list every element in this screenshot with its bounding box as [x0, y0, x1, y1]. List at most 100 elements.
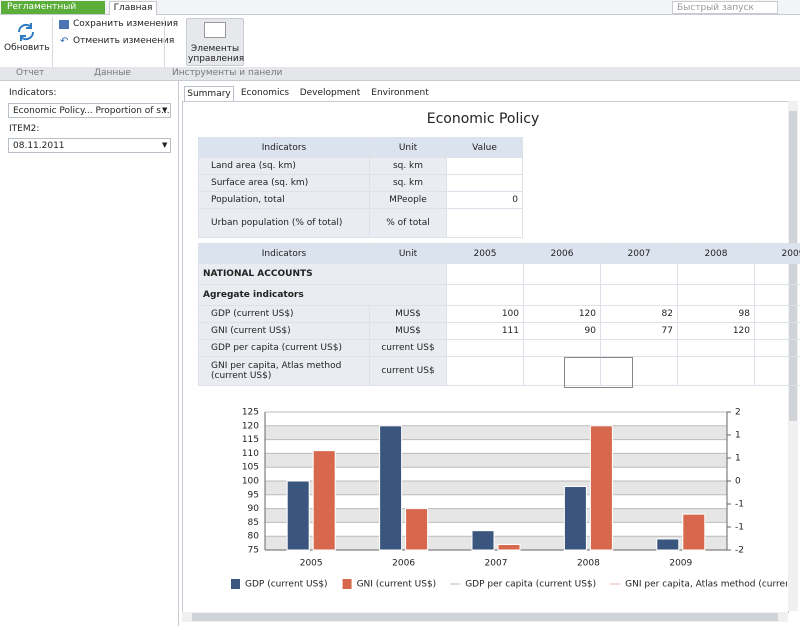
cell: sq. km [370, 175, 447, 192]
header-cell: Indicators [199, 138, 370, 158]
bar [313, 451, 335, 550]
cell: 82 [601, 306, 678, 323]
y-tick-label: 80 [248, 532, 260, 542]
table: IndicatorsUnitValueLand area (sq. km)sq.… [198, 137, 523, 238]
cell [601, 285, 678, 306]
row: GNI per capita, Atlas method (current US… [199, 357, 800, 386]
cell: NATIONAL ACCOUNTS [199, 264, 447, 285]
group-label: Инструменты и панели [172, 67, 282, 80]
row: GNI (current US$)MUS$111907712088 [199, 323, 800, 340]
cell: 111 [447, 323, 524, 340]
cell [447, 264, 524, 285]
row: Land area (sq. km)sq. km [199, 158, 523, 175]
y2-tick-label: 2 [735, 408, 741, 418]
cell: Urban population (% of total) [199, 209, 370, 238]
header-cell: 2006 [524, 244, 601, 264]
cell [447, 340, 524, 357]
cell [447, 175, 523, 192]
cancel-icon: ↶ [60, 36, 68, 47]
h-scrollbar[interactable] [182, 612, 788, 622]
cell [678, 285, 755, 306]
tab[interactable]: Economics [238, 86, 292, 100]
item-label: ITEM2: [9, 124, 39, 134]
cell: 90 [524, 323, 601, 340]
app-button[interactable]: Регламентный отчет [1, 1, 105, 14]
cell [755, 340, 800, 357]
legend-label: GDP per capita (current US$) [465, 580, 596, 590]
x-tick-label: 2008 [577, 559, 600, 569]
cell: 120 [678, 323, 755, 340]
chart: 7580859095100105110115120125-2-1-1011220… [182, 400, 787, 605]
group-label: Отчет [16, 67, 44, 80]
header-row: IndicatorsUnitValue [199, 138, 523, 158]
row: Population, totalMPeople0 [199, 192, 523, 209]
legend-swatch [343, 579, 352, 589]
header-cell: 2009 [755, 244, 800, 264]
y-tick-label: 95 [248, 490, 259, 500]
header-cell: 2007 [601, 244, 678, 264]
cell [678, 340, 755, 357]
y-tick-label: 90 [248, 504, 260, 514]
save-button[interactable]: Сохранить изменения [73, 19, 178, 29]
row: NATIONAL ACCOUNTS [199, 264, 800, 285]
tab[interactable]: Summary [184, 86, 234, 102]
x-tick-label: 2007 [485, 559, 508, 569]
cell [755, 285, 800, 306]
report-title: Economic Policy [198, 111, 768, 127]
cell [524, 264, 601, 285]
separator [52, 17, 53, 67]
cell: MPeople [370, 192, 447, 209]
cell [601, 264, 678, 285]
header-cell: 2005 [447, 244, 524, 264]
bar [657, 539, 679, 550]
cell: 0 [447, 192, 523, 209]
cancel-button[interactable]: Отменить изменения [73, 36, 174, 46]
indicators-dropdown[interactable]: Economic Policy... Proportion of s... (1 [8, 103, 171, 118]
bar [287, 481, 309, 550]
sidebar [0, 81, 179, 626]
tab[interactable]: Development [298, 86, 362, 100]
cell [755, 357, 800, 386]
controls-icon [204, 22, 226, 38]
header-cell: 2008 [678, 244, 755, 264]
table: IndicatorsUnit20052006200720082009NATION… [198, 243, 800, 386]
header-cell: Unit [370, 244, 447, 264]
header-cell: Value [447, 138, 523, 158]
cell [447, 285, 524, 306]
x-tick-label: 2009 [669, 559, 692, 569]
cell: % of total [370, 209, 447, 238]
cell: 88 [755, 323, 800, 340]
y-tick-label: 105 [242, 463, 259, 473]
grid-band [265, 426, 727, 440]
cell: 100 [447, 306, 524, 323]
item-dropdown[interactable]: 08.11.2011 [8, 138, 171, 153]
cell [601, 340, 678, 357]
cell: Surface area (sq. km) [199, 175, 370, 192]
refresh-button[interactable]: Обновить [4, 43, 48, 53]
cell: 77 [601, 323, 678, 340]
refresh-icon [15, 22, 37, 42]
y-tick-label: 75 [248, 546, 259, 556]
controls-button[interactable]: Элементы управления [188, 44, 242, 64]
cell: Population, total [199, 192, 370, 209]
cell [678, 264, 755, 285]
cell: current US$ [370, 357, 447, 386]
row: Surface area (sq. km)sq. km [199, 175, 523, 192]
group-bar: Отчет Данные Инструменты и панели [0, 67, 800, 81]
cell [755, 264, 800, 285]
bar [472, 531, 494, 550]
y-tick-label: 125 [242, 408, 259, 418]
y2-tick-label: 0 [735, 477, 741, 487]
y2-tick-label: 1 [735, 431, 741, 441]
y-tick-label: 100 [242, 477, 259, 487]
tab[interactable]: Environment [368, 86, 432, 100]
selected-cell[interactable] [564, 357, 633, 388]
dropdown-arrow: ▼ [162, 106, 167, 114]
search-box[interactable]: Быстрый запуск [672, 1, 778, 14]
ribbon-tab[interactable]: Главная [109, 1, 157, 16]
cell [447, 158, 523, 175]
cell [447, 209, 523, 238]
bar [406, 509, 428, 550]
x-tick-label: 2005 [300, 559, 323, 569]
